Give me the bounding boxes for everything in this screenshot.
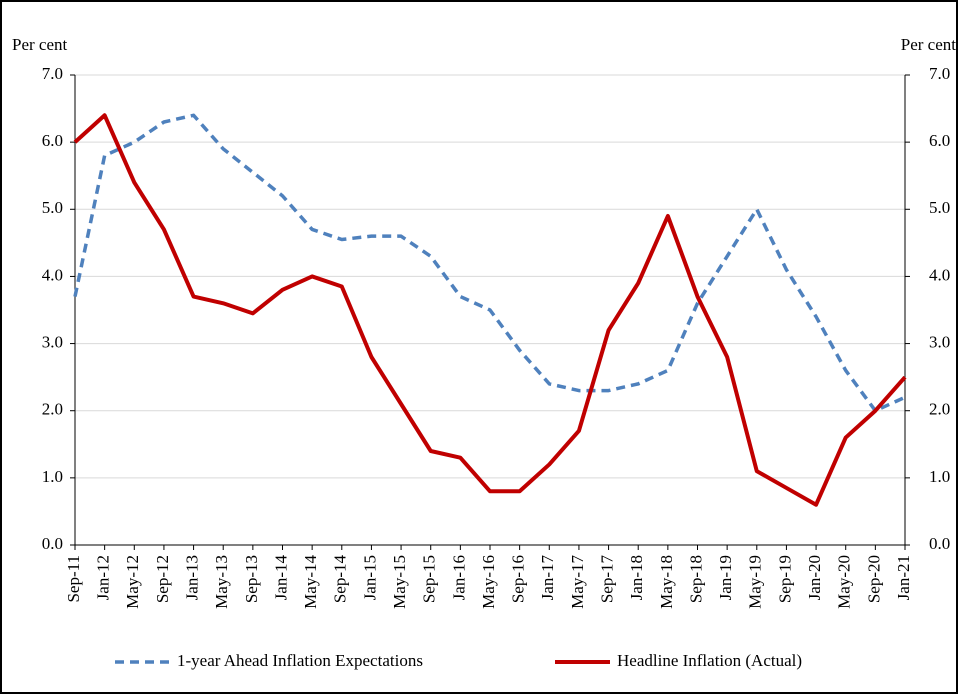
x-tick-label: Sep-18 (686, 555, 705, 603)
y-tick-label: 4.0 (42, 265, 63, 284)
y2-axis-label: Per cent (901, 35, 957, 54)
x-tick-label: May-17 (568, 555, 587, 609)
x-tick-label: May-19 (746, 555, 765, 609)
y2-tick-label: 7.0 (929, 64, 950, 83)
x-tick-label: Sep-17 (597, 555, 616, 604)
x-tick-label: Sep-12 (153, 555, 172, 603)
y2-tick-label: 2.0 (929, 400, 950, 419)
y-tick-label: 0.0 (42, 534, 63, 553)
y-tick-label: 2.0 (42, 400, 63, 419)
x-tick-label: Jan-16 (449, 555, 468, 600)
y2-tick-label: 5.0 (929, 198, 950, 217)
x-tick-label: Sep-15 (420, 555, 439, 603)
series-line (73, 113, 907, 507)
x-tick-label: Jan-17 (538, 555, 557, 601)
x-tick-label: May-20 (835, 555, 854, 609)
y-tick-label: 3.0 (42, 332, 63, 351)
x-tick-label: Jan-18 (627, 555, 646, 600)
y2-tick-label: 1.0 (929, 467, 950, 486)
x-tick-label: Jan-21 (894, 555, 913, 600)
x-tick-label: May-18 (657, 555, 676, 609)
x-tick-label: May-13 (212, 555, 231, 609)
x-tick-label: May-12 (123, 555, 142, 609)
x-tick-label: Sep-16 (509, 555, 528, 603)
x-tick-label: Jan-19 (716, 555, 735, 600)
series-line (73, 113, 906, 413)
y-tick-label: 5.0 (42, 198, 63, 217)
x-tick-label: Jan-20 (805, 555, 824, 600)
x-tick-label: Sep-14 (331, 555, 350, 604)
x-tick-label: Jan-14 (271, 555, 290, 601)
x-tick-label: Jan-13 (182, 555, 201, 600)
y-tick-label: 1.0 (42, 467, 63, 486)
y-axis-label: Per cent (12, 35, 68, 54)
x-tick-label: Sep-13 (242, 555, 261, 603)
x-tick-label: May-15 (390, 555, 409, 609)
y-tick-label: 7.0 (42, 64, 63, 83)
legend-label: Headline Inflation (Actual) (617, 651, 802, 670)
y2-tick-label: 3.0 (929, 332, 950, 351)
y-tick-label: 6.0 (42, 131, 63, 150)
x-tick-label: Sep-20 (864, 555, 883, 603)
x-tick-label: Sep-11 (64, 555, 83, 603)
x-tick-label: Jan-15 (360, 555, 379, 600)
x-tick-label: May-16 (479, 555, 498, 609)
y2-tick-label: 6.0 (929, 131, 950, 150)
x-tick-label: May-14 (301, 555, 320, 609)
y2-tick-label: 4.0 (929, 265, 950, 284)
x-tick-label: Jan-12 (94, 555, 113, 600)
y2-tick-label: 0.0 (929, 534, 950, 553)
legend-label: 1-year Ahead Inflation Expectations (177, 651, 423, 670)
x-tick-label: Sep-19 (775, 555, 794, 603)
